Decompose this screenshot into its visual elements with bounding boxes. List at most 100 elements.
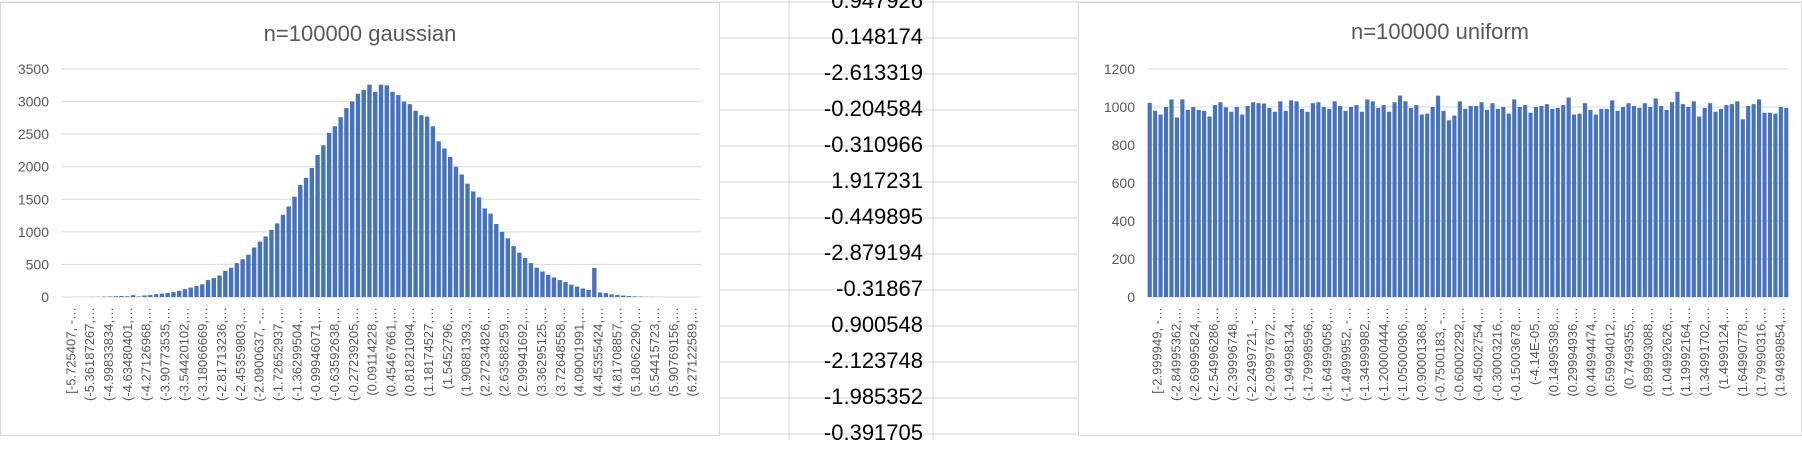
histogram-bar[interactable]	[1420, 115, 1424, 297]
histogram-bar[interactable]	[304, 178, 308, 297]
histogram-bar[interactable]	[1371, 101, 1375, 297]
histogram-bar[interactable]	[506, 238, 510, 297]
histogram-bar[interactable]	[1273, 112, 1277, 297]
histogram-bar[interactable]	[1213, 105, 1217, 297]
histogram-bar[interactable]	[1637, 108, 1641, 297]
histogram-bar[interactable]	[1159, 115, 1163, 297]
histogram-bar[interactable]	[1784, 108, 1788, 297]
histogram-bar[interactable]	[1316, 102, 1320, 297]
histogram-bar[interactable]	[1284, 111, 1288, 297]
histogram-bar[interactable]	[344, 108, 348, 297]
histogram-bar[interactable]	[1545, 104, 1549, 297]
histogram-bar[interactable]	[1648, 107, 1652, 297]
histogram-bar[interactable]	[1523, 105, 1527, 297]
histogram-bar[interactable]	[1267, 108, 1271, 297]
histogram-bar[interactable]	[189, 288, 193, 297]
histogram-bar[interactable]	[119, 296, 123, 297]
value-cell[interactable]: 0.900548	[789, 307, 923, 343]
histogram-bar[interactable]	[275, 223, 279, 297]
histogram-bar[interactable]	[1501, 107, 1505, 297]
histogram-bar[interactable]	[1490, 103, 1494, 297]
histogram-bar[interactable]	[396, 95, 400, 297]
histogram-bar[interactable]	[1295, 101, 1299, 297]
histogram-bar[interactable]	[1507, 114, 1511, 297]
histogram-bar[interactable]	[1686, 107, 1690, 297]
histogram-bar[interactable]	[1512, 99, 1516, 297]
histogram-bar[interactable]	[1278, 101, 1282, 297]
histogram-bar[interactable]	[350, 102, 354, 297]
histogram-bar[interactable]	[298, 185, 302, 297]
histogram-bar[interactable]	[1354, 105, 1358, 297]
histogram-bar[interactable]	[1675, 92, 1679, 297]
histogram-bar[interactable]	[148, 295, 152, 297]
histogram-bar[interactable]	[1463, 109, 1467, 297]
histogram-bar[interactable]	[1311, 103, 1315, 297]
histogram-bar[interactable]	[252, 247, 256, 297]
histogram-bar[interactable]	[1300, 109, 1304, 297]
histogram-bar[interactable]	[373, 92, 377, 297]
histogram-bar[interactable]	[454, 167, 458, 297]
histogram-bar[interactable]	[206, 280, 210, 297]
value-cell[interactable]: 0.148174	[789, 19, 923, 55]
histogram-bar[interactable]	[390, 92, 394, 297]
histogram-bar[interactable]	[142, 295, 146, 297]
histogram-bar[interactable]	[419, 115, 423, 297]
histogram-bar[interactable]	[1452, 116, 1456, 297]
histogram-bar[interactable]	[1594, 115, 1598, 297]
histogram-bar[interactable]	[408, 104, 412, 297]
histogram-bar[interactable]	[379, 85, 383, 297]
histogram-bar[interactable]	[604, 293, 608, 297]
histogram-bar[interactable]	[1376, 108, 1380, 297]
histogram-bar[interactable]	[1246, 106, 1250, 297]
histogram-bar[interactable]	[281, 215, 285, 297]
histogram-bar[interactable]	[1175, 117, 1179, 297]
histogram-bar[interactable]	[385, 85, 389, 297]
histogram-bar[interactable]	[212, 278, 216, 297]
histogram-bar[interactable]	[1485, 110, 1489, 297]
histogram-bar[interactable]	[529, 263, 533, 297]
histogram-bar[interactable]	[1626, 103, 1630, 297]
histogram-bar[interactable]	[131, 295, 135, 297]
histogram-bar[interactable]	[1572, 115, 1576, 297]
histogram-bar[interactable]	[217, 276, 221, 298]
histogram-bar[interactable]	[1681, 104, 1685, 297]
histogram-bar[interactable]	[1322, 107, 1326, 297]
value-cell[interactable]: -0.204584	[789, 91, 923, 127]
histogram-bar[interactable]	[1409, 108, 1413, 297]
histogram-bar[interactable]	[609, 294, 613, 297]
histogram-bar[interactable]	[1654, 98, 1658, 297]
histogram-bar[interactable]	[1197, 110, 1201, 297]
histogram-bar[interactable]	[575, 287, 579, 297]
histogram-bar[interactable]	[1610, 100, 1614, 297]
histogram-bar[interactable]	[263, 236, 267, 297]
histogram-bar[interactable]	[1599, 109, 1603, 297]
histogram-bar[interactable]	[1256, 103, 1260, 297]
histogram-bar[interactable]	[1583, 103, 1587, 297]
histogram-bar[interactable]	[627, 296, 631, 297]
histogram-bar[interactable]	[292, 197, 296, 297]
histogram-bar[interactable]	[1305, 112, 1309, 297]
histogram-bar[interactable]	[1344, 111, 1348, 297]
histogram-bar[interactable]	[1425, 114, 1429, 297]
histogram-bar[interactable]	[1496, 109, 1500, 297]
histogram-bar[interactable]	[1577, 114, 1581, 297]
histogram-bar[interactable]	[269, 230, 273, 297]
histogram-bar[interactable]	[1779, 107, 1783, 297]
histogram-bar[interactable]	[171, 292, 175, 297]
histogram-bar[interactable]	[1218, 102, 1222, 297]
histogram-bar[interactable]	[1665, 110, 1669, 297]
histogram-bar[interactable]	[1387, 112, 1391, 297]
histogram-bar[interactable]	[1186, 110, 1190, 297]
histogram-bar[interactable]	[460, 175, 464, 297]
histogram-bar[interactable]	[1180, 99, 1184, 297]
value-cell[interactable]: -2.613319	[789, 55, 923, 91]
value-cell[interactable]: -2.123748	[789, 343, 923, 379]
histogram-bar[interactable]	[177, 291, 181, 297]
histogram-bar[interactable]	[1588, 110, 1592, 297]
value-cell[interactable]: -0.449895	[789, 199, 923, 235]
histogram-bar[interactable]	[327, 133, 331, 297]
value-cell[interactable]: -1.985352	[789, 379, 923, 415]
histogram-bar[interactable]	[1447, 120, 1451, 297]
